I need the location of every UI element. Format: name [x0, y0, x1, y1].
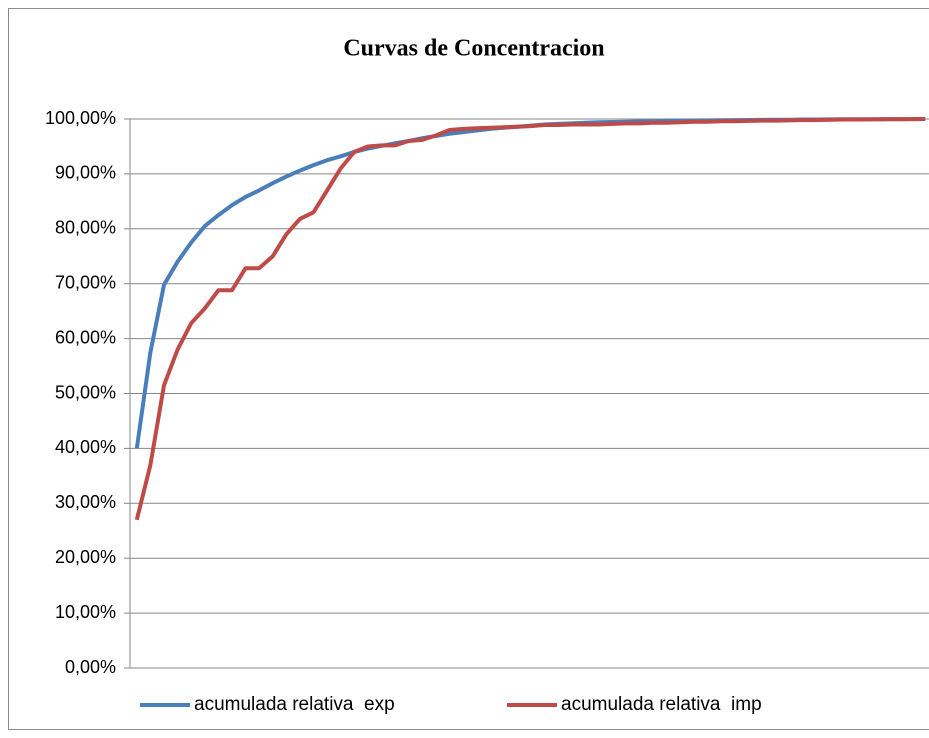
y-tick-label: 0,00% [65, 657, 116, 677]
chart-title: Curvas de Concentracion [343, 36, 604, 62]
y-tick-label: 30,00% [55, 492, 116, 512]
y-tick-label: 70,00% [55, 272, 116, 292]
y-tick-label: 50,00% [55, 382, 116, 402]
y-tick-label: 10,00% [55, 602, 116, 622]
legend-label: acumulada relativa exp [194, 694, 395, 715]
y-tick-label: 20,00% [55, 547, 116, 567]
series-line [134, 117, 926, 521]
y-tick-label: 40,00% [55, 437, 116, 457]
y-tick-label: 90,00% [55, 163, 116, 183]
y-tick-label: 100,00% [45, 108, 116, 128]
y-tick-label: 80,00% [55, 218, 116, 238]
y-tick-label: 60,00% [55, 327, 116, 347]
legend-label: acumulada relativa imp [561, 694, 762, 715]
